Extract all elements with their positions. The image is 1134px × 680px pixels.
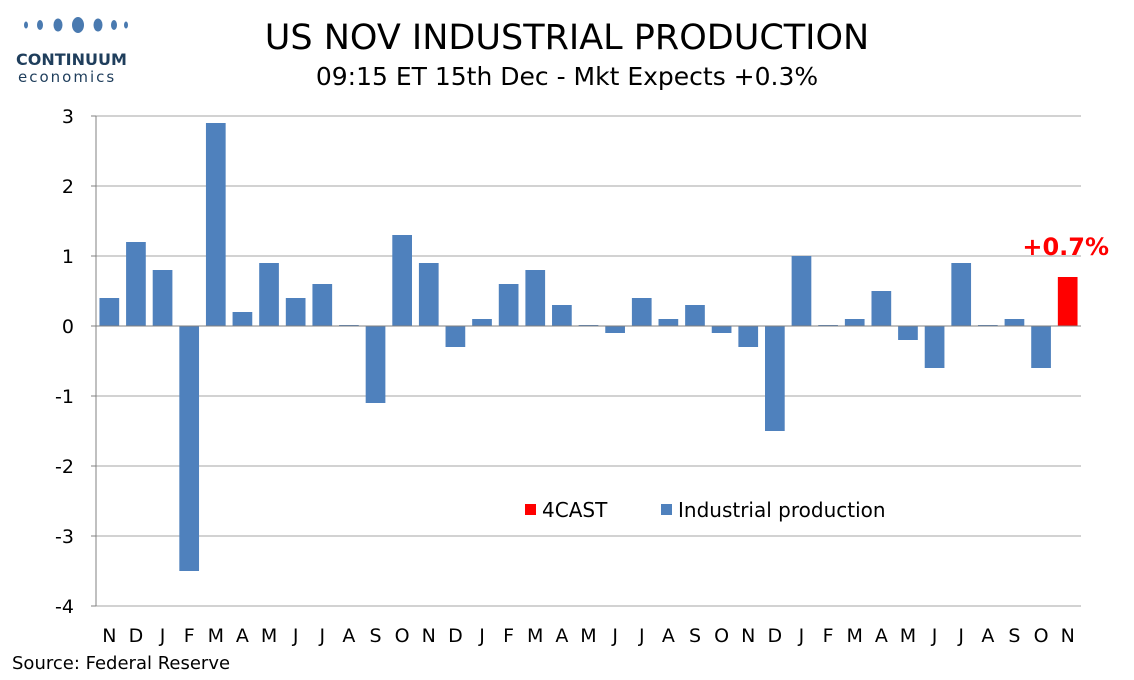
data-bar: [152, 270, 173, 326]
x-tick-label: J: [931, 625, 938, 647]
logo-brand: CONTINUUM: [16, 50, 127, 69]
data-bar: [99, 298, 120, 326]
legend-label: 4CAST: [542, 498, 608, 522]
y-tick-label: 2: [62, 176, 74, 198]
x-tick-label: J: [798, 625, 805, 647]
x-tick-label: O: [395, 625, 410, 647]
data-bar: [498, 284, 519, 326]
data-bar: [445, 326, 466, 347]
x-tick-label: N: [422, 625, 436, 647]
x-tick-label: N: [741, 625, 755, 647]
forecast-annotation: +0.7%: [1022, 233, 1109, 261]
data-bar: [392, 235, 412, 326]
x-tick-label: D: [129, 625, 144, 647]
data-bar: [205, 123, 226, 326]
data-bar: [765, 326, 785, 431]
y-tick-label: -4: [55, 596, 74, 618]
data-bar: [552, 305, 572, 326]
data-bar: [365, 326, 386, 403]
x-tick-label: A: [342, 625, 355, 647]
data-bar: [472, 319, 492, 326]
x-tick-label: M: [847, 625, 863, 647]
data-bar: [605, 326, 625, 333]
x-tick-label: M: [261, 625, 277, 647]
chart-subtitle: 09:15 ET 15th Dec - Mkt Expects +0.3%: [315, 62, 819, 91]
x-tick-label: A: [875, 625, 888, 647]
data-bar: [525, 270, 546, 326]
data-bar: [1004, 319, 1025, 326]
x-tick-label: J: [957, 625, 964, 647]
x-tick-label: S: [689, 625, 701, 647]
x-tick-label: J: [638, 625, 645, 647]
data-bar: [312, 284, 333, 326]
x-tick-label: F: [503, 625, 514, 647]
data-bar: [179, 326, 200, 571]
x-tick-label: F: [184, 625, 195, 647]
x-tick-label: F: [823, 625, 834, 647]
x-tick-label: D: [448, 625, 463, 647]
data-bar: [1031, 326, 1051, 368]
forecast-bar: [1057, 277, 1078, 326]
x-tick-label: M: [208, 625, 224, 647]
x-tick-label: J: [478, 625, 485, 647]
x-tick-label: J: [159, 625, 166, 647]
x-tick-label: A: [555, 625, 568, 647]
data-bar: [658, 319, 679, 326]
data-bar: [285, 298, 306, 326]
logo-dots-icon: [24, 17, 128, 33]
data-bar: [631, 298, 652, 326]
data-bar: [871, 291, 892, 326]
data-bar: [898, 326, 918, 340]
x-tick-label: J: [611, 625, 618, 647]
y-tick-label: -1: [55, 386, 74, 408]
x-tick-label: A: [981, 625, 994, 647]
y-tick-label: -3: [55, 526, 74, 548]
x-tick-label: O: [1034, 625, 1049, 647]
y-tick-label: 1: [62, 246, 74, 268]
x-tick-label: S: [369, 625, 381, 647]
legend-swatch: [525, 504, 536, 515]
x-tick-label: J: [292, 625, 299, 647]
y-tick-label: -2: [55, 456, 74, 478]
y-tick-label: 3: [62, 106, 74, 128]
data-bar: [232, 312, 253, 326]
y-tick-label: 0: [62, 316, 74, 338]
x-tick-label: M: [580, 625, 596, 647]
x-tick-label: D: [768, 625, 783, 647]
data-bar: [259, 263, 279, 326]
x-tick-label: N: [102, 625, 116, 647]
x-tick-label: A: [236, 625, 249, 647]
data-bar: [685, 305, 705, 326]
data-bar: [738, 326, 759, 347]
x-tick-label: A: [662, 625, 675, 647]
data-bar: [418, 263, 439, 326]
x-tick-label: M: [527, 625, 543, 647]
x-tick-label: M: [900, 625, 916, 647]
data-bar: [924, 326, 945, 368]
x-tick-label: O: [714, 625, 729, 647]
x-tick-label: J: [318, 625, 325, 647]
data-bar: [711, 326, 732, 333]
logo-brand-sub: economics: [18, 68, 117, 86]
continuum-logo: CONTINUUM economics: [14, 14, 134, 86]
data-bar: [951, 263, 972, 326]
x-tick-label: S: [1008, 625, 1020, 647]
legend-label: Industrial production: [678, 498, 886, 522]
x-tick-label: N: [1061, 625, 1075, 647]
data-bar: [126, 242, 146, 326]
data-bar: [844, 319, 865, 326]
data-bar: [791, 256, 812, 326]
source-note: Source: Federal Reserve: [12, 653, 231, 674]
chart-title: US NOV INDUSTRIAL PRODUCTION: [264, 18, 870, 58]
legend-swatch: [661, 504, 672, 515]
